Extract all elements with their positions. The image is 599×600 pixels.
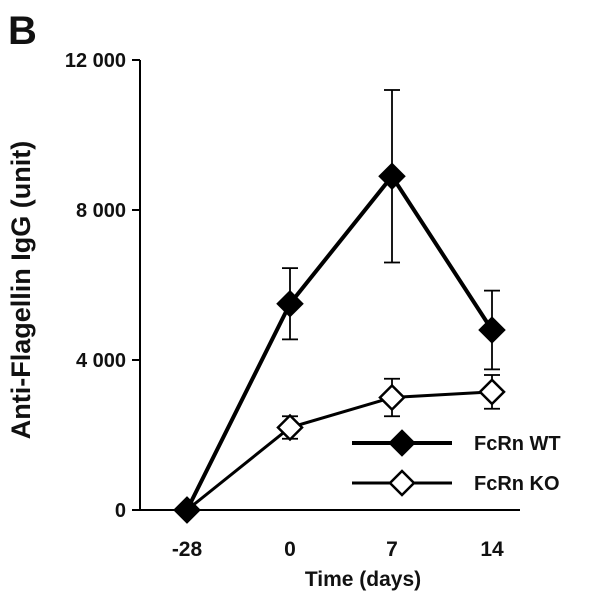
data-point-ko xyxy=(378,383,406,412)
x-tick-label: 7 xyxy=(386,538,398,561)
y-tick-label: 0 xyxy=(115,500,126,522)
legend-marker-ko xyxy=(388,469,416,497)
data-point-ko xyxy=(276,413,304,442)
x-tick-label: 0 xyxy=(284,538,296,561)
series-line-ko xyxy=(186,390,493,512)
data-point-wt xyxy=(378,162,406,191)
legend-marker-wt xyxy=(388,429,416,457)
x-axis-title: Time (days) xyxy=(305,568,421,591)
y-tick-label: 4 000 xyxy=(76,350,126,372)
y-tick-label: 8 000 xyxy=(76,200,126,222)
y-axis-title: Anti-Flagellin IgG (unit) xyxy=(6,141,36,439)
plot-area: 0 4 000 8 000 12 000 -28 0 7 14 xyxy=(65,50,520,561)
data-point-ko xyxy=(478,378,506,406)
legend: FcRn WT FcRn KO xyxy=(352,429,561,497)
data-point-wt xyxy=(478,316,506,344)
x-tick-label: 14 xyxy=(480,538,504,561)
panel-label: B xyxy=(8,9,37,53)
legend-label-wt: FcRn WT xyxy=(474,433,561,455)
data-point-wt xyxy=(173,496,201,524)
data-point-wt xyxy=(276,289,304,318)
y-tick-label: 12 000 xyxy=(65,50,126,72)
series-line-wt xyxy=(185,172,494,511)
x-tick-label: -28 xyxy=(172,538,203,561)
legend-label-ko: FcRn KO xyxy=(474,473,560,495)
